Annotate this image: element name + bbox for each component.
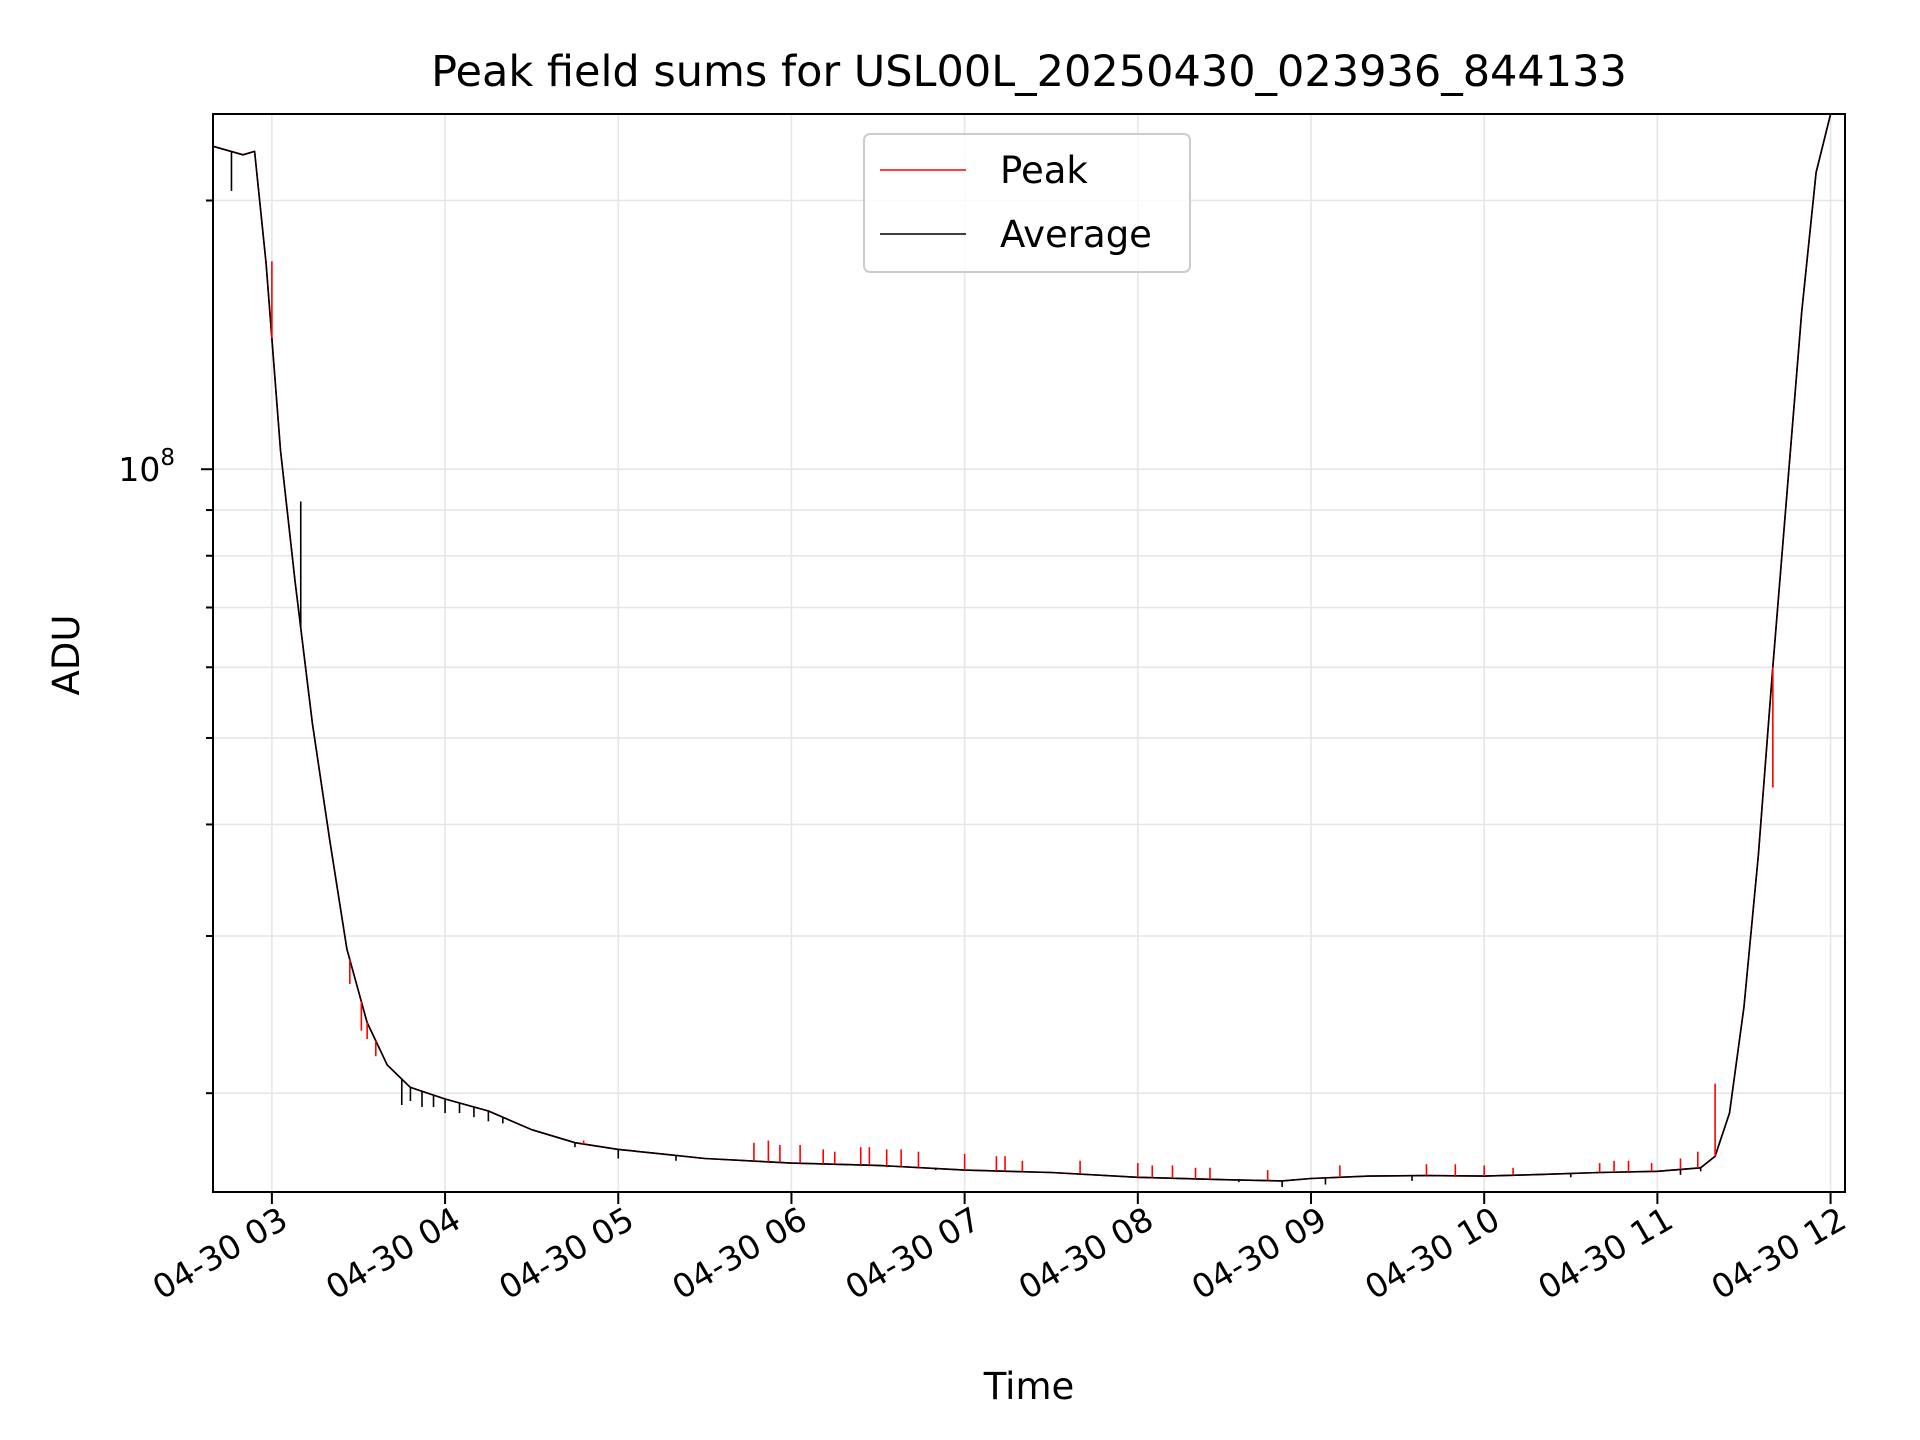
y-tick-label: 108 (118, 445, 175, 489)
legend-label-peak: Peak (1000, 149, 1088, 192)
legend-label-average: Average (1000, 213, 1152, 256)
x-axis-label: Time (983, 1365, 1075, 1408)
legend-box (863, 133, 1191, 273)
legend: Peak Average (863, 133, 1191, 273)
plot-frame (212, 113, 1846, 1193)
grid (213, 114, 1845, 1192)
y-axis-label: ADU (45, 615, 88, 696)
y-tick-label-exponent: 8 (160, 445, 175, 471)
y-tick-label-base: 10 (118, 450, 160, 489)
chart-title: Peak field sums for USL00L_20250430_0239… (431, 47, 1627, 97)
plot-data (213, 114, 1832, 1188)
